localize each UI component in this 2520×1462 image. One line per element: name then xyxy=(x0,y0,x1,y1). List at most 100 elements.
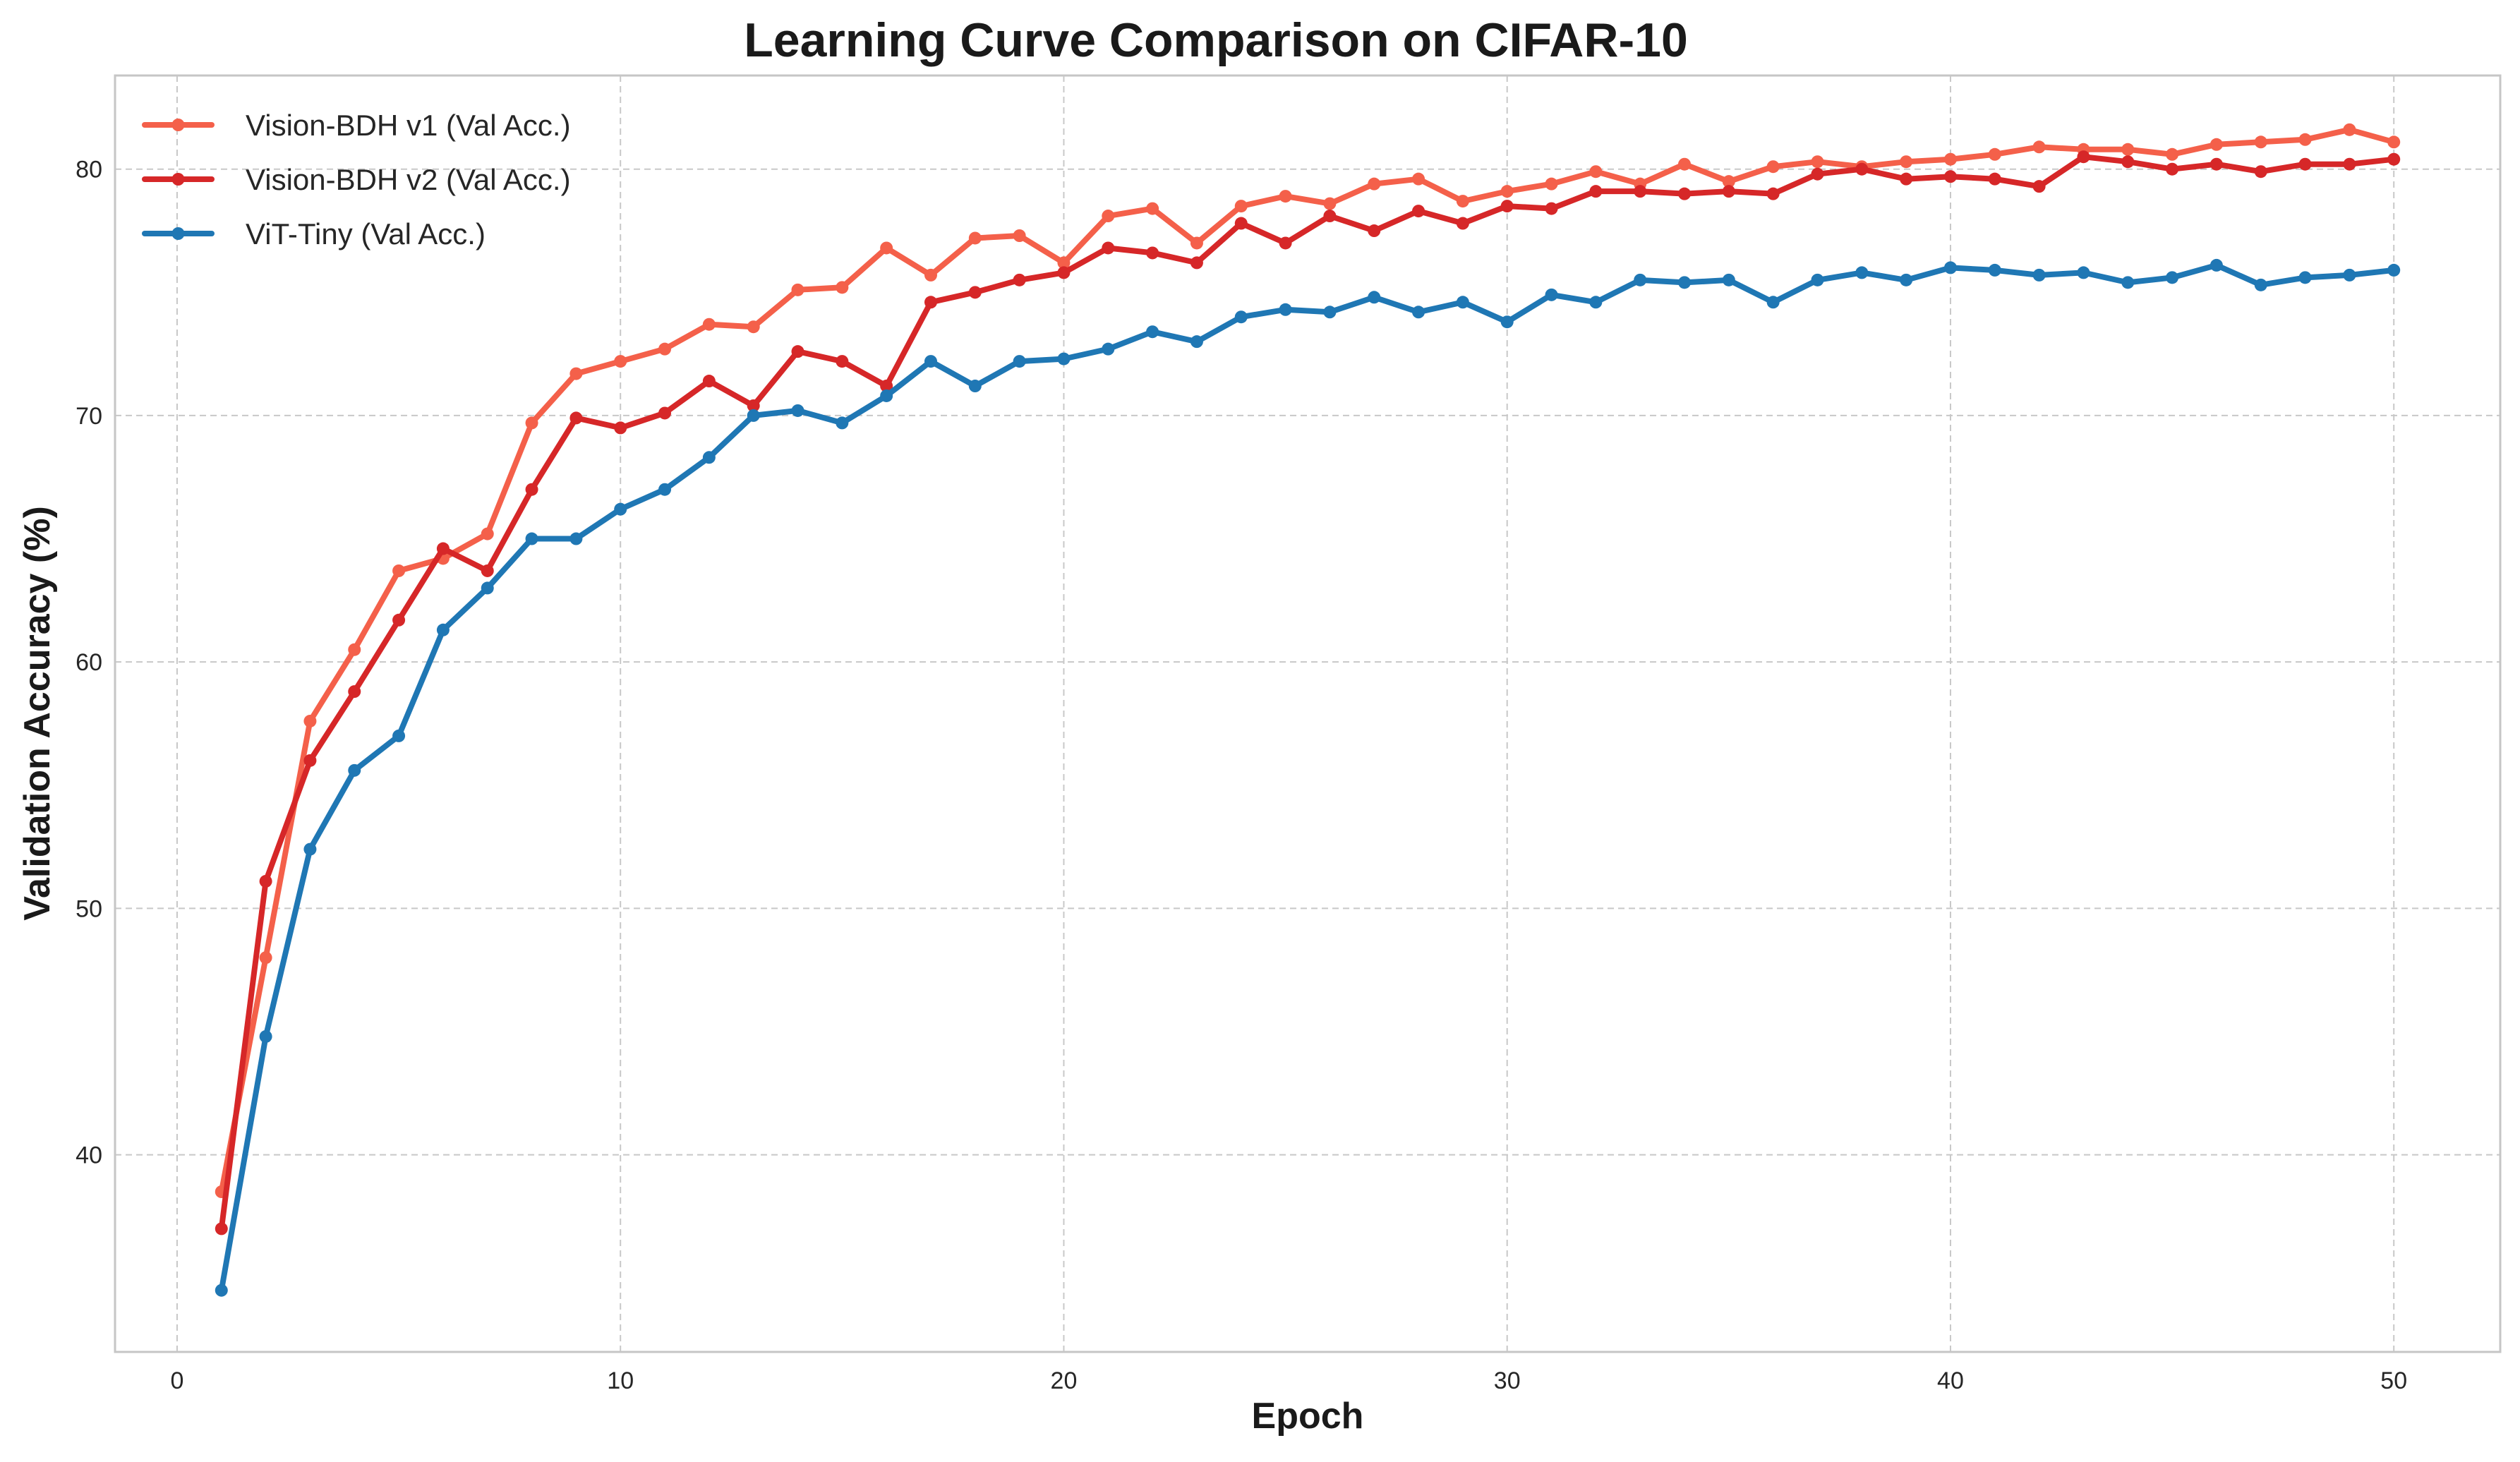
data-point xyxy=(2343,268,2356,282)
data-point xyxy=(1456,296,1469,309)
y-tick-label: 40 xyxy=(76,1142,102,1169)
y-tick-label: 70 xyxy=(76,403,102,430)
data-point xyxy=(1057,352,1071,366)
data-point xyxy=(1146,202,1159,215)
data-point xyxy=(481,527,494,540)
data-point xyxy=(1545,288,1558,301)
data-point xyxy=(2077,150,2090,164)
data-point xyxy=(392,729,406,742)
data-point xyxy=(1678,276,1692,289)
data-point xyxy=(392,613,406,627)
data-point xyxy=(2343,123,2356,136)
tick-labels: 0 10 20 30 40 50 40 50 60 70 80 xyxy=(76,157,2407,1394)
data-point xyxy=(791,345,804,358)
data-point xyxy=(924,268,937,282)
series-line xyxy=(218,154,2397,1232)
data-point xyxy=(1811,273,1824,286)
x-tick-label: 40 xyxy=(1937,1367,1964,1394)
data-point xyxy=(2209,157,2223,171)
data-point xyxy=(1412,306,1425,319)
data-point xyxy=(2254,135,2267,149)
data-point xyxy=(1766,296,1780,309)
data-point xyxy=(1013,273,1026,286)
data-point xyxy=(2032,268,2046,282)
data-point xyxy=(924,296,937,309)
data-point xyxy=(2121,143,2135,156)
data-point xyxy=(525,416,538,430)
data-point xyxy=(1500,185,1514,198)
data-point xyxy=(525,532,538,545)
data-point xyxy=(880,380,893,393)
data-point xyxy=(614,502,627,516)
data-point xyxy=(702,375,716,388)
series-line xyxy=(218,262,2397,1293)
data-point xyxy=(1900,273,1913,286)
data-point xyxy=(1943,152,1957,166)
legend-swatch-marker xyxy=(171,119,185,131)
x-tick-label: 10 xyxy=(607,1367,634,1394)
data-point xyxy=(836,355,849,368)
data-point xyxy=(1988,172,2001,186)
data-point xyxy=(1013,229,1026,242)
y-tick-label: 80 xyxy=(76,157,102,183)
data-point xyxy=(1323,210,1337,223)
series-group xyxy=(215,123,2401,1199)
data-point xyxy=(2254,165,2267,179)
data-point xyxy=(1323,197,1337,210)
data-point xyxy=(702,451,716,464)
data-point xyxy=(747,399,760,412)
data-point xyxy=(348,643,361,656)
data-point xyxy=(1190,256,1203,270)
data-point xyxy=(791,404,804,417)
data-point xyxy=(658,406,672,420)
legend-item: Vision-BDH v1 (Val Acc.) xyxy=(142,109,571,142)
data-point xyxy=(1678,187,1692,200)
x-tick-label: 30 xyxy=(1494,1367,1521,1394)
legend-swatch-marker xyxy=(171,173,185,186)
data-point xyxy=(348,763,361,777)
data-point xyxy=(1988,147,2001,161)
data-point xyxy=(1545,177,1558,191)
data-point xyxy=(1279,190,1292,203)
x-tick-label: 50 xyxy=(2380,1367,2407,1394)
data-point xyxy=(1234,200,1248,213)
data-point xyxy=(1279,236,1292,250)
legend-item: Vision-BDH v2 (Val Acc.) xyxy=(142,163,571,196)
plot-frame xyxy=(114,74,2502,1353)
data-point xyxy=(1634,185,1647,198)
data-point xyxy=(1811,155,1824,169)
data-point xyxy=(1766,187,1780,200)
data-point xyxy=(259,1029,272,1043)
data-point xyxy=(2343,157,2356,171)
data-point xyxy=(968,286,982,299)
data-point xyxy=(1412,172,1425,186)
data-point xyxy=(2209,138,2223,151)
data-point xyxy=(2298,271,2312,284)
x-tick-label: 0 xyxy=(170,1367,183,1394)
data-point xyxy=(569,532,583,545)
data-point xyxy=(303,754,317,767)
data-point xyxy=(348,685,361,699)
data-point xyxy=(1900,155,1913,169)
legend-label: Vision-BDH v2 (Val Acc.) xyxy=(246,163,571,196)
data-point xyxy=(1102,210,1115,223)
data-point xyxy=(259,951,272,965)
data-point xyxy=(2077,266,2090,279)
data-point xyxy=(836,416,849,430)
data-point xyxy=(2121,155,2135,169)
data-point xyxy=(614,421,627,435)
series-layer xyxy=(215,123,2401,1297)
data-point xyxy=(2387,263,2401,277)
data-point xyxy=(2298,157,2312,171)
grid-lines xyxy=(115,75,2500,1352)
data-point xyxy=(2298,133,2312,146)
data-point xyxy=(2032,140,2046,154)
data-point xyxy=(481,564,494,577)
data-point xyxy=(880,241,893,255)
legend-label: Vision-BDH v1 (Val Acc.) xyxy=(246,109,571,142)
data-point xyxy=(392,564,406,577)
data-point xyxy=(1368,291,1381,304)
data-point xyxy=(1368,177,1381,191)
